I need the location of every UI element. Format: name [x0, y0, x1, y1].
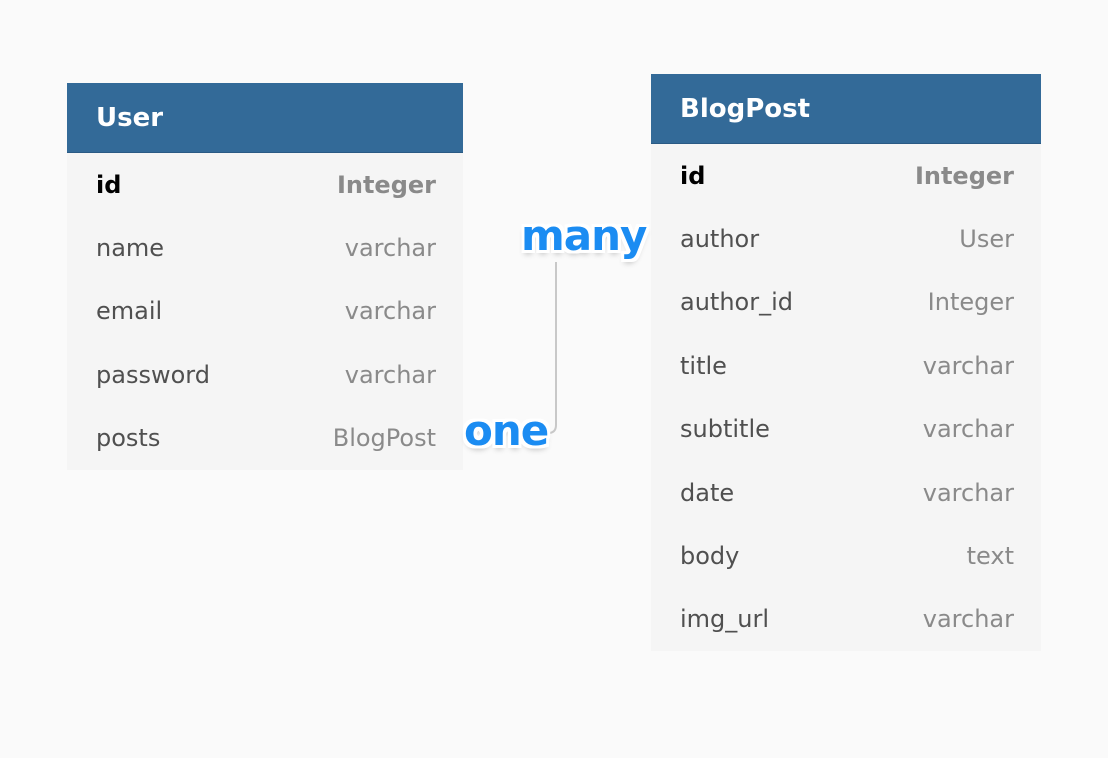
user-table-header: User [67, 83, 463, 153]
column-type: varchar [922, 415, 1014, 444]
column-type: varchar [922, 478, 1014, 507]
cardinality-many-label: many [521, 211, 647, 260]
table-row[interactable]: title varchar [651, 334, 1041, 397]
table-row[interactable]: author User [651, 207, 1041, 270]
column-type: varchar [922, 605, 1014, 634]
column-name: title [680, 351, 727, 380]
column-name: date [680, 478, 735, 507]
table-row[interactable]: password varchar [67, 343, 463, 406]
column-name: author [680, 225, 760, 254]
table-row[interactable]: id Integer [67, 153, 463, 216]
table-row[interactable]: author_id Integer [651, 271, 1041, 334]
table-row[interactable]: subtitle varchar [651, 398, 1041, 461]
blogpost-table-header: BlogPost [651, 74, 1041, 144]
column-type: Integer [927, 288, 1014, 317]
column-name: password [96, 360, 210, 389]
table-row[interactable]: email varchar [67, 280, 463, 343]
table-row[interactable]: posts BlogPost [67, 407, 463, 470]
user-table-title: User [96, 102, 164, 133]
column-name: author_id [680, 288, 793, 317]
column-type: BlogPost [332, 424, 436, 453]
column-name: posts [96, 424, 161, 453]
cardinality-one-label: one [464, 406, 549, 455]
column-type: varchar [344, 234, 436, 263]
table-row[interactable]: body text [651, 524, 1041, 587]
column-name: img_url [680, 605, 770, 634]
column-type: Integer [336, 170, 436, 199]
column-name: body [680, 542, 740, 571]
column-name: subtitle [680, 415, 770, 444]
column-type: User [959, 225, 1014, 254]
table-row[interactable]: date varchar [651, 461, 1041, 524]
column-type: varchar [344, 297, 436, 326]
column-name: name [96, 234, 165, 263]
column-type: varchar [344, 360, 436, 389]
column-type: Integer [914, 161, 1014, 190]
column-type: varchar [922, 351, 1014, 380]
table-row[interactable]: img_url varchar [651, 588, 1041, 651]
column-type: text [966, 542, 1014, 571]
table-row[interactable]: name varchar [67, 216, 463, 279]
table-row[interactable]: id Integer [651, 144, 1041, 207]
user-table[interactable]: User id Integer name varchar email varch… [67, 83, 463, 470]
blogpost-table[interactable]: BlogPost id Integer author User author_i… [651, 74, 1041, 652]
column-name: id [96, 170, 122, 199]
column-name: email [96, 297, 163, 326]
blogpost-table-title: BlogPost [680, 93, 811, 124]
column-name: id [680, 161, 706, 190]
